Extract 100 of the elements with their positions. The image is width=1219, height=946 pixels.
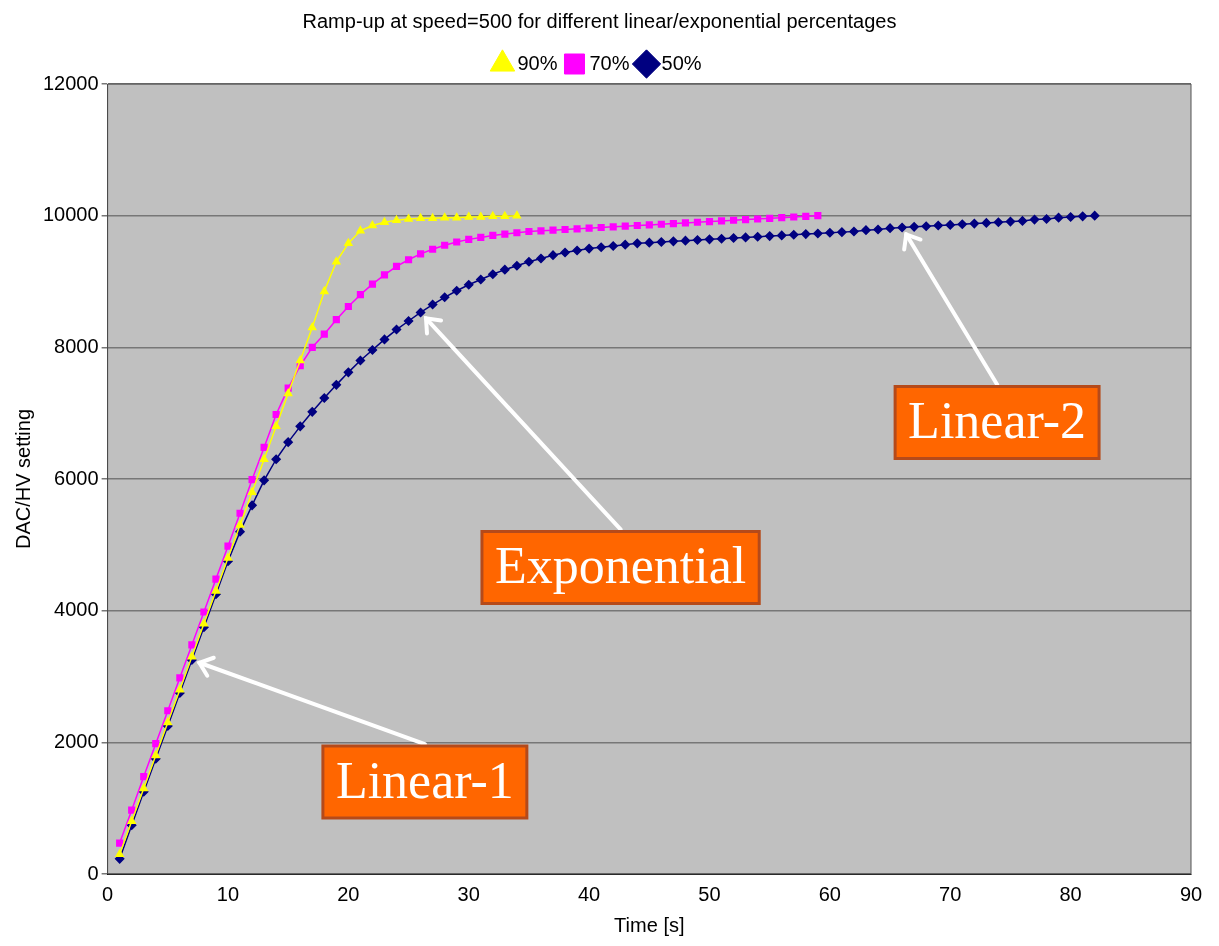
- point: [332, 257, 341, 265]
- point: [128, 806, 136, 814]
- point: [705, 218, 714, 226]
- point: [477, 233, 485, 241]
- point: [332, 316, 340, 324]
- point: [380, 271, 389, 279]
- point: [621, 222, 629, 230]
- y-axis-title: DAC/HV setting: [11, 408, 34, 550]
- point: [368, 220, 377, 229]
- point: [151, 750, 160, 759]
- point: [140, 772, 148, 781]
- point: [814, 212, 822, 220]
- point: [188, 641, 196, 649]
- x-tick-label: 70: [939, 882, 962, 905]
- point: [585, 224, 593, 232]
- point: [163, 717, 173, 726]
- annotation: Linear-1: [335, 751, 514, 809]
- point: [465, 235, 473, 243]
- point: [176, 674, 184, 682]
- point: [766, 214, 774, 222]
- point: [308, 322, 317, 331]
- y-tick-label: 0: [87, 861, 99, 884]
- x-tick-label: 30: [457, 882, 480, 905]
- y-tick-label: 12000: [42, 71, 99, 94]
- point: [392, 262, 401, 270]
- point: [259, 454, 269, 462]
- point: [283, 388, 293, 397]
- x-axis-title: Time [s]: [614, 913, 685, 936]
- point: [657, 220, 665, 228]
- x-tick-label: 90: [1179, 882, 1203, 905]
- point: [356, 291, 364, 299]
- legend-label: 50%: [661, 51, 702, 74]
- point: [223, 553, 233, 561]
- point: [573, 225, 581, 233]
- point: [127, 816, 136, 825]
- point: [440, 212, 449, 221]
- point: [320, 286, 329, 295]
- point: [742, 216, 750, 224]
- point: [308, 343, 316, 351]
- point: [320, 330, 328, 338]
- point: [754, 215, 762, 223]
- point: [417, 250, 425, 258]
- x-tick-label: 10: [216, 882, 240, 905]
- point: [476, 212, 485, 220]
- point: [392, 215, 401, 224]
- point: [429, 245, 437, 253]
- point: [561, 225, 569, 234]
- point: [428, 213, 437, 222]
- y-tick-label: 6000: [54, 466, 99, 489]
- point: [164, 707, 172, 715]
- point: [452, 212, 461, 221]
- point: [802, 212, 810, 220]
- point: [512, 210, 522, 219]
- point: [247, 487, 257, 495]
- point: [500, 211, 510, 220]
- point: [368, 280, 377, 288]
- point: [152, 740, 160, 748]
- point: [404, 256, 413, 264]
- point: [645, 221, 653, 229]
- point: [717, 217, 726, 225]
- point: [597, 223, 605, 232]
- point: [549, 226, 557, 234]
- point: [212, 575, 220, 583]
- point: [790, 213, 798, 221]
- point: [272, 410, 280, 419]
- point: [404, 214, 413, 222]
- point: [116, 839, 124, 847]
- point: [729, 216, 738, 224]
- point: [200, 608, 208, 616]
- point: [139, 783, 148, 792]
- point: [681, 219, 689, 227]
- point: [271, 421, 281, 430]
- point: [260, 443, 268, 451]
- y-tick-label: 2000: [54, 729, 99, 752]
- point: [537, 227, 545, 235]
- point: [513, 229, 521, 237]
- point: [296, 355, 305, 364]
- point: [211, 586, 221, 594]
- point: [356, 226, 365, 234]
- point: [235, 520, 245, 528]
- point: [199, 619, 209, 627]
- point: [441, 241, 449, 249]
- annotation: Exponential: [494, 537, 747, 595]
- point: [501, 230, 509, 238]
- annotation: Linear-2: [908, 392, 1087, 450]
- point: [453, 238, 461, 246]
- point: [187, 652, 197, 660]
- x-tick-label: 40: [577, 882, 601, 905]
- point: [489, 231, 497, 239]
- point: [344, 302, 352, 311]
- point: [224, 542, 232, 550]
- point: [693, 218, 702, 226]
- y-tick-label: 8000: [54, 334, 99, 357]
- x-tick-label: 20: [337, 882, 360, 905]
- x-tick-label: 50: [698, 882, 721, 905]
- point: [175, 684, 185, 693]
- x-tick-label: 80: [1059, 882, 1082, 905]
- point: [525, 227, 533, 236]
- point: [380, 217, 389, 225]
- x-tick-label: 60: [818, 882, 841, 905]
